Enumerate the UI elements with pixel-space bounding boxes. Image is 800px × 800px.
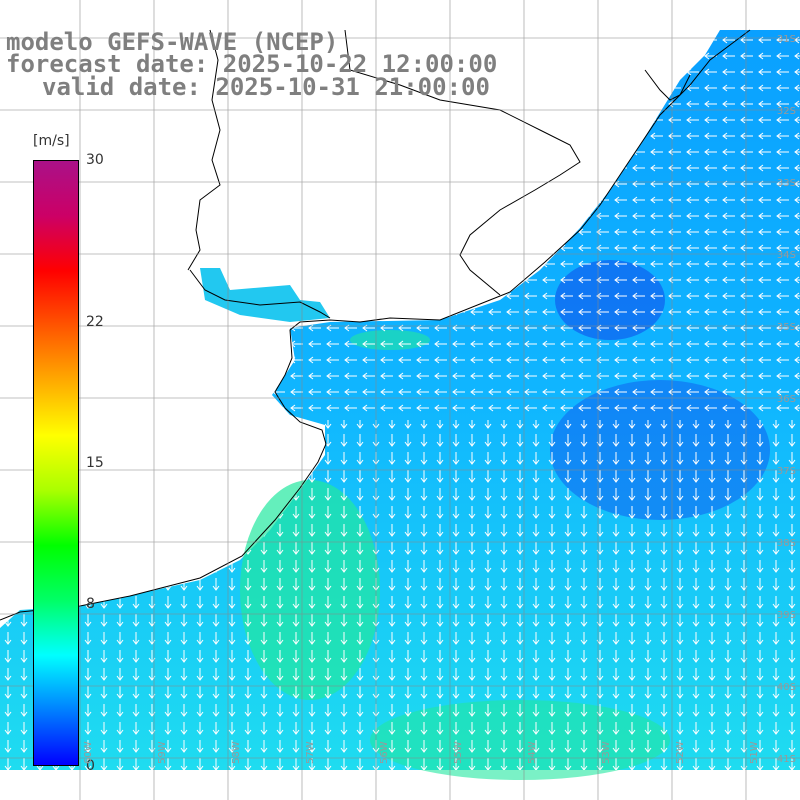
lat-label: 38S <box>776 538 796 549</box>
lat-label: 39S <box>776 610 796 621</box>
wind-arrows-south <box>0 420 800 770</box>
colorbar-tick-label: 0 <box>86 758 95 774</box>
colorbar-unit: [m/s] <box>33 133 70 149</box>
lat-label: 33S <box>776 178 796 189</box>
lon-label: 54W <box>527 741 538 764</box>
model-title: modelo GEFS-WAVE (NCEP) <box>6 28 339 56</box>
lon-label: 55W <box>453 741 464 764</box>
lon-label: 59W <box>157 741 168 764</box>
lon-label: 58W <box>231 741 242 764</box>
lat-label: 32S <box>776 106 796 117</box>
colorbar-tick-label: 8 <box>86 596 95 613</box>
lat-label: 35S <box>776 322 796 333</box>
lagoon <box>644 69 691 101</box>
lat-label: 37S <box>776 466 796 477</box>
lat-label: 40S <box>776 682 796 693</box>
lon-label: 51W <box>749 741 760 764</box>
wind-field <box>0 30 800 780</box>
lon-label: 52W <box>675 741 686 764</box>
forecast-date: forecast date: 2025-10-22 12:00:00 <box>6 50 498 78</box>
estuary-coast <box>189 269 331 319</box>
lat-label: 36S <box>776 394 796 405</box>
lon-label: 56W <box>379 741 390 764</box>
colorbar-tick-label: 30 <box>86 152 104 168</box>
valid-date: valid date: 2025-10-31 21:00:00 <box>42 73 490 101</box>
lon-label: 60W <box>83 741 94 764</box>
lon-label: 53W <box>601 741 612 764</box>
lat-label: 41S <box>776 754 796 765</box>
border-river <box>187 29 581 296</box>
estuary-area <box>200 268 330 322</box>
lon-label: 57W <box>305 741 316 764</box>
colorbar-tick-label: 15 <box>86 455 104 471</box>
lat-label: 34S <box>776 250 796 261</box>
wind-arrows-west <box>272 30 800 420</box>
colorbar-tick-label: 22 <box>86 313 104 330</box>
lat-label: 31S <box>776 34 796 45</box>
colorbar <box>33 160 79 766</box>
